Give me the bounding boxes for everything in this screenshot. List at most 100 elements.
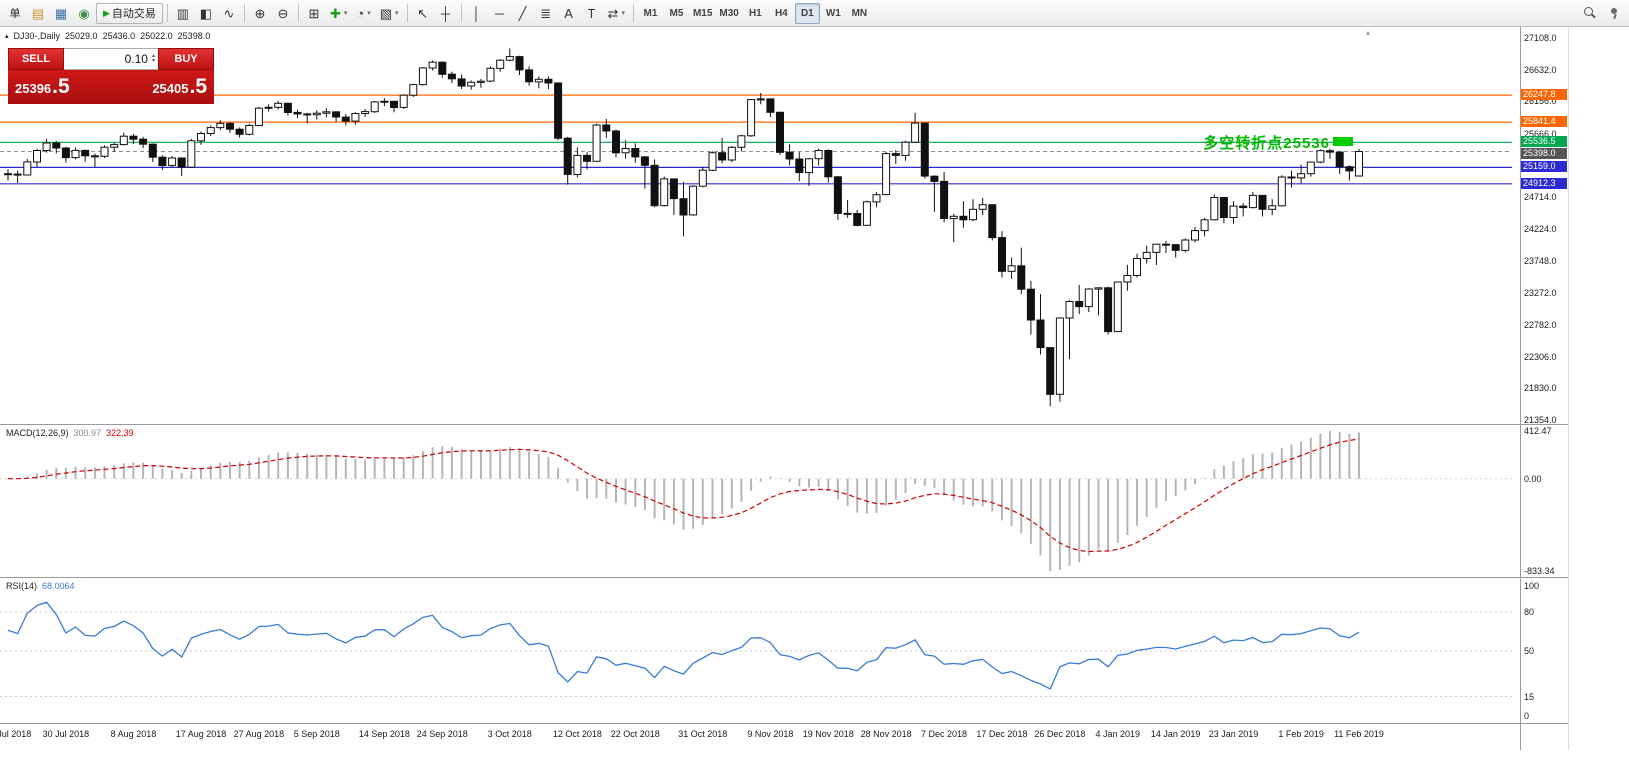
- volume-increase-icon[interactable]: ▴: [151, 53, 155, 59]
- date-axis-label[interactable]: 23 Jan 2019: [1208, 729, 1259, 739]
- profiles-icon[interactable]: ▦: [54, 5, 68, 21]
- price-scale-divider[interactable]: [1520, 27, 1521, 750]
- macd-axis-label: 0.00: [1524, 473, 1542, 484]
- date-axis-label[interactable]: 3 Oct 2018: [487, 729, 532, 739]
- main-chart[interactable]: [0, 27, 1520, 424]
- template-icon[interactable]: ▧ ▾: [379, 5, 399, 21]
- date-axis-label[interactable]: 7 Dec 2018: [921, 729, 968, 739]
- timeframe-m15[interactable]: M15: [692, 7, 713, 19]
- charts-icon[interactable]: ▤: [31, 5, 45, 21]
- volume-stepper[interactable]: 0.10 ▴ ▾: [64, 48, 158, 70]
- chart-close: 25398.0: [177, 31, 211, 41]
- timeframe-h4[interactable]: H4: [774, 7, 788, 19]
- macd-axis-label: 412.47: [1524, 426, 1552, 436]
- chart-shift-marker[interactable]: ▴: [1366, 28, 1371, 37]
- date-axis-label[interactable]: 14 Sep 2018: [358, 729, 410, 739]
- date-axis-label[interactable]: 17 Dec 2018: [976, 729, 1028, 739]
- price-tag[interactable]: 24912.3: [1521, 177, 1567, 189]
- label-icon[interactable]: T: [587, 5, 596, 21]
- horizontal-line-icon[interactable]: ─: [494, 5, 505, 21]
- candlestick-chart-icon[interactable]: ◧: [199, 5, 213, 21]
- date-axis-label[interactable]: 4 Jan 2019: [1095, 729, 1141, 739]
- date-axis-label[interactable]: 9 Nov 2018: [747, 729, 794, 739]
- date-axis-label[interactable]: 11 Feb 2019: [1334, 729, 1384, 739]
- period-icon[interactable]: ◔ ▾: [356, 5, 371, 21]
- macd-chart[interactable]: [0, 425, 1520, 577]
- buy-button[interactable]: BUY: [158, 48, 214, 70]
- fibonacci-icon[interactable]: ≣: [540, 5, 551, 21]
- bar-chart-icon[interactable]: ▥: [176, 5, 190, 21]
- price-axis-label: 23272.0: [1524, 287, 1557, 298]
- date-axis-label[interactable]: 20 Jul 2018: [0, 729, 32, 739]
- date-axis-label[interactable]: 24 Sep 2018: [416, 729, 468, 739]
- tile-windows-icon[interactable]: ⊞: [308, 5, 320, 21]
- timeframe-m30[interactable]: M30: [719, 7, 739, 19]
- pin-icon: [1609, 7, 1619, 19]
- timeframe-mn[interactable]: MN: [851, 7, 868, 19]
- date-axis-label[interactable]: 31 Oct 2018: [678, 729, 728, 739]
- price-tag[interactable]: 25398.0: [1521, 148, 1567, 160]
- timeframe-m1[interactable]: M1: [643, 7, 658, 19]
- timeframe-h1[interactable]: H1: [748, 7, 762, 19]
- price-axis-label: 22782.0: [1524, 320, 1557, 331]
- annotation-marker[interactable]: [1333, 137, 1353, 146]
- macd-readout: MACD(12,26,9) 300.97 322.39: [6, 428, 134, 438]
- date-axis-label[interactable]: 1 Feb 2019: [1278, 729, 1324, 739]
- volume-decrease-icon[interactable]: ▾: [151, 58, 155, 64]
- zoom-in-icon[interactable]: ⊕: [254, 5, 266, 21]
- window-edge: [1568, 27, 1569, 750]
- panel-separator[interactable]: [0, 723, 1568, 724]
- shapes-icon[interactable]: ⇄ ▾: [607, 5, 625, 21]
- dropdown-arrow-icon: ▾: [367, 10, 371, 17]
- price-tag[interactable]: 25536.5: [1521, 136, 1567, 148]
- market-watch-icon[interactable]: ◉: [78, 5, 90, 21]
- rsi-chart[interactable]: [0, 578, 1520, 723]
- dropdown-arrow-icon: ▾: [395, 10, 399, 17]
- one-click-trading-panel: SELL 0.10 ▴ ▾ BUY 25396.5 25405.5: [8, 48, 214, 104]
- indicators-icon[interactable]: ✚ ▾: [329, 5, 348, 21]
- price-tag[interactable]: 25841.4: [1521, 116, 1567, 128]
- new-order-button[interactable]: 单: [9, 8, 21, 20]
- vertical-line-icon[interactable]: │: [472, 5, 481, 21]
- annotation-text: 多空转折点25536: [1203, 135, 1330, 152]
- trendline-icon[interactable]: ╱: [518, 5, 527, 21]
- date-axis-label[interactable]: 19 Nov 2018: [802, 729, 854, 739]
- date-axis-label[interactable]: 14 Jan 2019: [1150, 729, 1201, 739]
- search-button[interactable]: [1579, 2, 1601, 23]
- date-axis-label[interactable]: 12 Oct 2018: [552, 729, 602, 739]
- date-axis-label[interactable]: 8 Aug 2018: [110, 729, 157, 739]
- panel-separator[interactable]: [0, 577, 1568, 578]
- sell-price[interactable]: 25396.5: [15, 75, 70, 98]
- crosshair-icon[interactable]: ┼: [440, 5, 451, 21]
- price-tag[interactable]: 26247.8: [1521, 89, 1567, 101]
- timeframe-d1[interactable]: D1: [794, 2, 820, 24]
- pin-button[interactable]: [1603, 2, 1625, 23]
- autotrading-button[interactable]: ▶ 自动交易: [96, 2, 163, 24]
- chart-open: 25029.0: [65, 31, 98, 41]
- date-axis-label[interactable]: 28 Nov 2018: [860, 729, 912, 739]
- sell-button[interactable]: SELL: [8, 48, 64, 70]
- date-axis-label[interactable]: 22 Oct 2018: [610, 729, 660, 739]
- text-icon[interactable]: A: [564, 5, 573, 21]
- timeframe-w1[interactable]: W1: [825, 7, 841, 19]
- date-axis-label[interactable]: 30 Jul 2018: [42, 729, 90, 739]
- search-icon: [1584, 6, 1596, 19]
- price-axis-label: 24224.0: [1524, 224, 1557, 235]
- line-chart-icon[interactable]: ∿: [223, 5, 235, 21]
- timeframe-m5[interactable]: M5: [669, 7, 684, 19]
- rsi-axis-label: 15: [1524, 691, 1535, 702]
- panel-separator[interactable]: [0, 424, 1568, 425]
- date-axis-label[interactable]: 27 Aug 2018: [233, 729, 285, 739]
- date-axis-label[interactable]: 5 Sep 2018: [293, 729, 340, 739]
- cursor-icon[interactable]: ↖: [417, 5, 428, 21]
- play-icon: ▶: [103, 7, 110, 18]
- one-click-toggle-icon[interactable]: ▴: [5, 33, 9, 40]
- dropdown-arrow-icon: ▾: [343, 10, 348, 17]
- date-axis-label[interactable]: 17 Aug 2018: [175, 729, 227, 739]
- date-axis-label[interactable]: 26 Dec 2018: [1034, 729, 1086, 739]
- zoom-out-icon[interactable]: ⊖: [277, 5, 289, 21]
- chart-low: 25022.0: [140, 31, 173, 41]
- price-tag[interactable]: 25159.0: [1521, 161, 1567, 173]
- buy-price[interactable]: 25405.5: [152, 75, 207, 98]
- price-axis-label: 26632.0: [1524, 64, 1557, 75]
